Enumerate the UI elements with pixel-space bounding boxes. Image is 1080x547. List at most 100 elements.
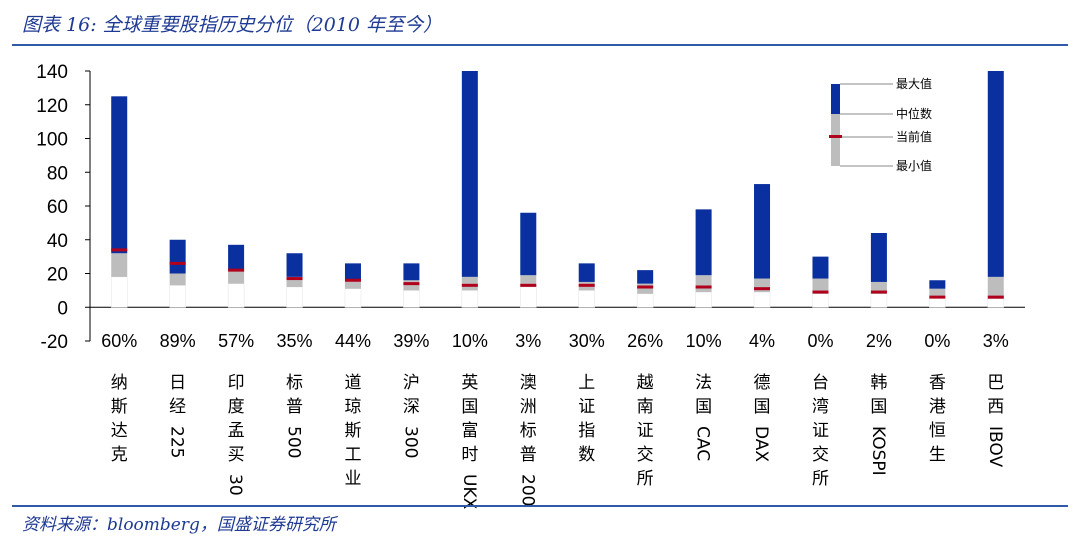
percentile-label: 44% (335, 331, 371, 351)
category-label-part: 经 (169, 397, 186, 417)
legend-median-label: 中位数 (896, 106, 932, 121)
percentile-label: 0% (807, 331, 833, 351)
category-label-part: 证 (812, 421, 829, 441)
category-label-part: 南 (637, 397, 654, 417)
legend-lower-swatch (831, 114, 840, 166)
percentile-label: 89% (160, 331, 196, 351)
category-label: 巴西 IBOV (985, 373, 1005, 467)
legend-current-label: 当前值 (896, 129, 932, 144)
bar-base (929, 296, 946, 308)
current-value-marker (987, 295, 1004, 299)
legend: 最大值 中位数 当前值 最小值 (829, 76, 932, 173)
category-label-part: 交 (637, 445, 654, 465)
bar-lower-range (520, 275, 537, 287)
category-label-part: 日 (169, 373, 186, 393)
bars (110, 71, 1005, 308)
bar-upper-range (695, 209, 712, 276)
category-label: 标普 500 (284, 373, 304, 458)
bar-lower-range (286, 276, 303, 287)
category-label-part: 500 (284, 426, 304, 458)
y-tick-label: 40 (47, 231, 68, 252)
bar-base (227, 283, 245, 308)
bar-upper-range (403, 263, 420, 281)
category-label-part: 证 (637, 421, 654, 441)
category-label-part: 澳 (520, 373, 537, 393)
legend-upper-swatch (831, 84, 840, 114)
current-value-marker (929, 295, 946, 299)
category-label-part: 证 (578, 397, 595, 417)
y-tick-label: -20 (41, 332, 68, 353)
bar-base (753, 291, 771, 308)
bar-base (870, 293, 888, 308)
bar-lower-range (987, 276, 1004, 299)
current-value-marker (870, 290, 887, 294)
y-tick-label: 80 (47, 163, 68, 184)
bar-base (520, 286, 537, 308)
current-value-marker (461, 283, 478, 287)
bar-base (403, 290, 420, 308)
bar-lower-range (228, 270, 245, 284)
bar-upper-range (111, 96, 128, 254)
current-value-marker (286, 277, 303, 281)
category-label-part: 标 (520, 421, 537, 441)
bar-lower-range (169, 273, 186, 286)
bar-upper-range (929, 280, 946, 289)
current-value-marker (228, 268, 245, 272)
current-value-marker (169, 261, 186, 265)
category-label-part: 生 (929, 445, 946, 465)
category-label-part: 200 (517, 474, 537, 506)
current-value-marker (754, 287, 771, 291)
percentile-label: 2% (866, 331, 892, 351)
percentile-label: 10% (686, 331, 722, 351)
category-label-part: 琼 (344, 397, 361, 417)
legend-max-label: 最大值 (896, 76, 932, 91)
category-label-part: 上 (578, 373, 595, 393)
bar-upper-range (461, 71, 478, 277)
legend-min-label: 最小值 (896, 158, 932, 173)
current-value-marker (111, 248, 128, 252)
bar-base (695, 291, 712, 308)
category-label-part: 225 (167, 426, 187, 458)
category-label-part: 孟 (228, 421, 245, 441)
footer-divider (12, 505, 1068, 507)
current-value-marker (578, 283, 595, 287)
category-label-part: 30 (225, 474, 245, 496)
bar-upper-range (754, 184, 771, 279)
percentile-label: 4% (749, 331, 775, 351)
bar-base (169, 285, 186, 308)
category-label-part: 香 (929, 373, 946, 393)
category-label-part: 富 (461, 421, 478, 441)
current-value-marker (637, 285, 654, 289)
y-tick-label: 120 (36, 96, 68, 117)
category-label-part: 台 (812, 373, 829, 393)
category-label-part: 所 (637, 469, 654, 489)
category-label-part: 普 (520, 445, 537, 465)
category-label-part: 纳 (111, 373, 128, 393)
category-label-part: 国 (695, 397, 712, 417)
bar-lower-range (637, 283, 654, 294)
current-value-marker (403, 282, 420, 286)
bar-lower-range (929, 288, 946, 298)
category-label: 韩国 KOSPI (868, 373, 888, 476)
bar-lower-range (695, 275, 712, 293)
category-label-part: 国 (870, 397, 887, 417)
y-tick-label: 140 (36, 62, 68, 83)
category-label: 日经 225 (167, 373, 187, 458)
percentile-label: 30% (569, 331, 605, 351)
bar-upper-range (344, 263, 361, 281)
category-label-part: 标 (286, 373, 303, 393)
axes: 140 120 100 80 60 40 20 0 -20 (36, 62, 1025, 353)
bar-lower-range (403, 280, 420, 291)
bar-upper-range (286, 253, 303, 277)
category-label-part: 国 (754, 397, 771, 417)
category-label-part: 越 (637, 373, 654, 393)
bar-upper-range (228, 244, 245, 271)
percentile-label: 35% (277, 331, 313, 351)
category-label-part: DAX (751, 426, 771, 462)
